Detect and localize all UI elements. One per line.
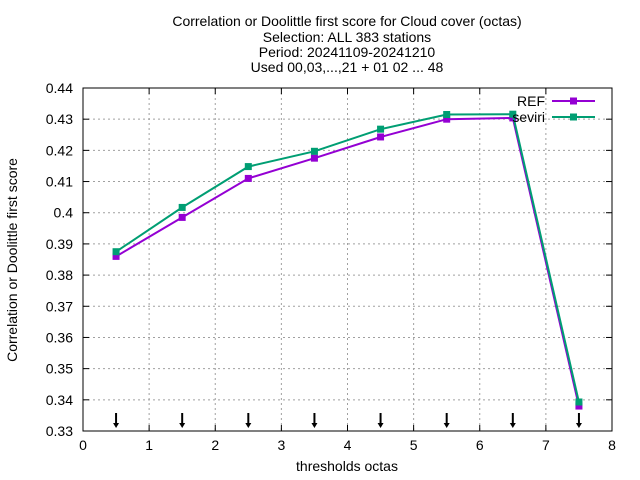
x-tick-label: 3 [277,437,285,453]
title-line-3: Period: 20241109-20241210 [259,44,436,60]
data-point [112,252,120,260]
y-axis-label: Correlation or Doolittle first score [4,158,20,362]
data-point [178,203,186,211]
data-point [575,402,583,410]
x-tick-label: 4 [344,437,352,453]
down-arrow-icon [443,413,450,428]
x-tick-label: 6 [476,437,484,453]
x-tick-label: 8 [608,437,616,453]
down-arrow-icon [575,413,582,428]
series-line [115,116,580,407]
y-tick-label: 0.36 [46,329,73,345]
data-point [244,174,252,182]
x-tick-label: 5 [410,437,418,453]
sample-markers [113,413,582,428]
data-point [443,111,451,119]
arrow-head [311,423,318,428]
data-point [310,147,318,155]
data-point [509,110,517,118]
y-tick-label: 0.39 [46,236,73,252]
x-tick-label: 0 [79,437,87,453]
series-lines [112,110,583,410]
down-arrow-icon [311,413,318,428]
title-line-2: Selection: ALL 383 stations [263,29,431,45]
x-tick-label: 7 [542,437,550,453]
y-tick-label: 0.41 [46,174,73,190]
down-arrow-icon [113,413,120,428]
data-point [377,125,385,133]
data-point [377,133,385,141]
chart-title: Correlation or Doolittle first score for… [172,13,521,75]
y-tick-label: 0.37 [46,298,73,314]
y-tick-label: 0.33 [46,423,73,439]
data-point [575,398,583,406]
x-tick-label: 1 [145,437,153,453]
arrow-head [245,423,252,428]
grid-lines [83,88,612,431]
arrow-head [575,423,582,428]
arrow-head [443,423,450,428]
x-tick-label: 2 [211,437,219,453]
y-tick-label: 0.35 [46,361,73,377]
arrow-head [377,423,384,428]
legend-label: seviri [512,109,545,125]
data-point [443,115,451,123]
series-line [115,113,580,403]
axis-ticks: 0.33 0.34 0.35 0.36 0.37 0.38 0.39 0.4 0.41 0.42 0… [46,80,616,453]
data-point [244,163,252,171]
down-arrow-icon [179,413,186,428]
arrow-head [179,423,186,428]
data-point [112,248,120,256]
y-tick-label: 0.34 [46,392,73,408]
y-tick-label: 0.42 [46,142,73,158]
data-point [310,154,318,162]
data-point [178,213,186,221]
legend-marker [570,113,577,121]
y-tick-label: 0.4 [54,205,74,221]
arrow-head [113,423,120,428]
down-arrow-icon [509,413,516,428]
y-tick-label: 0.43 [46,111,73,127]
x-axis-label: thresholds octas [296,458,398,474]
title-line-1: Correlation or Doolittle first score for… [172,13,521,29]
arrow-head [509,423,516,428]
y-tick-label: 0.44 [46,80,73,96]
title-line-4: Used 00,03,...,21 + 01 02 ... 48 [251,59,444,75]
series-seviri [112,110,583,406]
down-arrow-icon [245,413,252,428]
y-tick-label: 0.38 [46,267,73,283]
plot-frame [82,87,613,432]
down-arrow-icon [377,413,384,428]
legend-marker [570,97,577,105]
legend-label: REF [517,93,545,109]
